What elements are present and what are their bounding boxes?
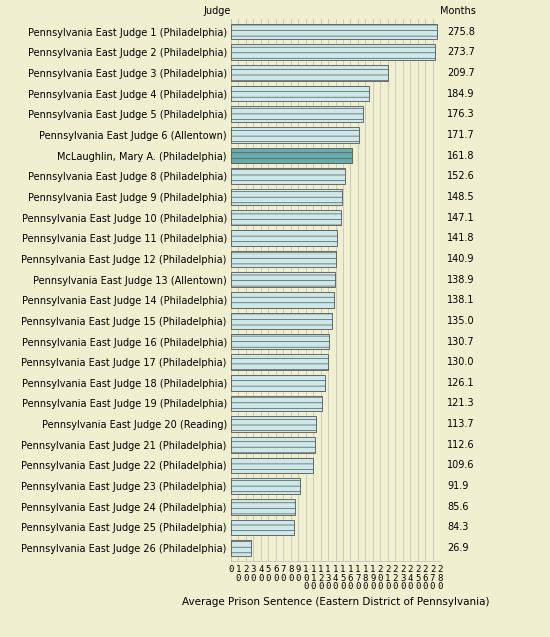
- Bar: [231, 417, 316, 432]
- Bar: [231, 334, 328, 349]
- Text: 130.7: 130.7: [447, 336, 475, 347]
- Bar: [231, 478, 300, 494]
- Bar: [231, 86, 369, 101]
- Bar: [231, 251, 336, 267]
- Bar: [231, 396, 322, 412]
- Text: 26.9: 26.9: [447, 543, 469, 553]
- Bar: [231, 210, 341, 225]
- Bar: [231, 106, 362, 122]
- Text: 113.7: 113.7: [447, 419, 475, 429]
- Text: 147.1: 147.1: [447, 213, 475, 222]
- Bar: [231, 45, 435, 60]
- Text: 138.1: 138.1: [447, 295, 475, 305]
- Text: 209.7: 209.7: [447, 68, 475, 78]
- Text: Months: Months: [440, 6, 476, 17]
- Bar: [231, 292, 334, 308]
- Bar: [231, 189, 342, 204]
- Bar: [231, 375, 325, 390]
- Text: 112.6: 112.6: [447, 440, 475, 450]
- Text: 126.1: 126.1: [447, 378, 475, 388]
- Bar: [231, 148, 352, 163]
- Text: 138.9: 138.9: [447, 275, 475, 285]
- Text: 171.7: 171.7: [447, 130, 475, 140]
- Bar: [231, 437, 315, 452]
- Bar: [231, 272, 335, 287]
- X-axis label: Average Prison Sentence (Eastern District of Pennsylvania): Average Prison Sentence (Eastern Distric…: [182, 597, 490, 606]
- Text: 84.3: 84.3: [447, 522, 468, 533]
- Text: 121.3: 121.3: [447, 399, 475, 408]
- Bar: [231, 458, 313, 473]
- Bar: [231, 24, 437, 39]
- Text: 140.9: 140.9: [447, 254, 475, 264]
- Text: Judge: Judge: [204, 6, 231, 17]
- Bar: [231, 520, 294, 535]
- Text: 275.8: 275.8: [447, 27, 475, 36]
- Bar: [231, 313, 332, 329]
- Text: 273.7: 273.7: [447, 47, 475, 57]
- Text: 85.6: 85.6: [447, 502, 469, 512]
- Text: 135.0: 135.0: [447, 316, 475, 326]
- Bar: [231, 540, 251, 556]
- Bar: [231, 168, 345, 184]
- Text: 176.3: 176.3: [447, 109, 475, 119]
- Bar: [231, 127, 359, 143]
- Bar: [231, 354, 328, 370]
- Bar: [231, 231, 337, 246]
- Text: 161.8: 161.8: [447, 150, 475, 161]
- Text: 152.6: 152.6: [447, 171, 475, 181]
- Bar: [231, 65, 388, 81]
- Bar: [231, 499, 295, 515]
- Text: 141.8: 141.8: [447, 233, 475, 243]
- Text: 109.6: 109.6: [447, 461, 475, 471]
- Text: 184.9: 184.9: [447, 89, 475, 99]
- Text: 130.0: 130.0: [447, 357, 475, 367]
- Text: 148.5: 148.5: [447, 192, 475, 202]
- Text: 91.9: 91.9: [447, 481, 468, 491]
